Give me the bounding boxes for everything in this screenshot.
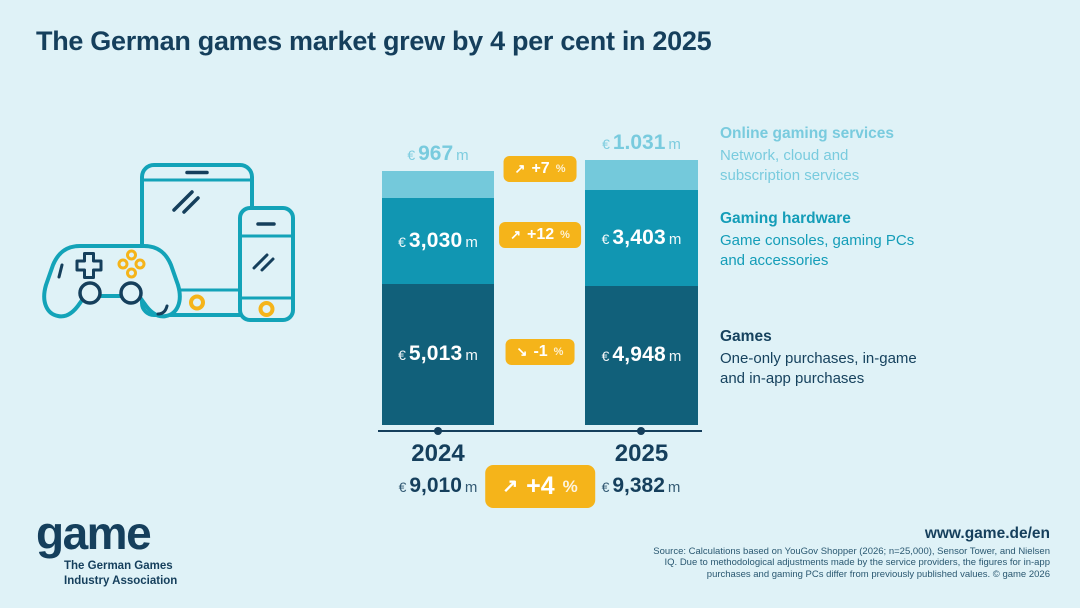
source-note: Source: Calculations based on YouGov Sho… [653,546,1050,580]
legend-title: Gaming hardware [720,210,851,227]
action-buttons-icon [117,249,146,279]
trend-up-icon: ↗ [510,227,521,242]
legend-item-online-gaming-services: Online gaming services Network, cloud an… [720,124,1060,186]
total-value-2024: €9,010 m [398,474,478,497]
x-axis-label-2024: 2024 [411,440,465,467]
legend-item-gaming-hardware: Gaming hardware Game consoles, gaming PC… [720,209,1060,271]
change-badge-gaming-hardware: ↗ +12% [499,222,581,248]
trend-up-icon: ↗ [514,161,526,176]
euro-sign: € [602,136,610,153]
trend-down-icon: ↘ [516,344,528,359]
game-controller-icon [42,244,182,319]
trend-up-icon: ↗ [502,476,519,497]
gaming-devices-illustration [42,163,295,322]
segment-online-2024 [382,170,494,199]
game-association-logo: game The German Games Industry Associati… [36,510,177,589]
legend-title: Games [720,328,772,345]
legend-description: Game consoles, gaming PCs and accessorie… [720,232,915,270]
segment-value: €5,013 m [398,342,478,366]
change-badge-games: ↘ -1% [505,339,575,365]
segment-value: €3,403 m [601,225,682,249]
segment-value: €4,948 m [601,343,682,367]
bar-2024-online-value: €967 m [407,141,469,165]
change-badge-online-gaming-services: ↗ +7% [503,156,577,182]
website-link[interactable]: www.game.de/en [924,525,1050,542]
bar-2024: €967 m €5,013 m €3,030 m [382,142,494,425]
euro-sign: € [407,146,416,163]
x-axis-line [378,430,702,432]
total-value-2025: €9,382 m [601,474,681,497]
total-change-badge: ↗ +4% [485,465,595,508]
legend-item-games: Games One-only purchases, in-game and in… [720,327,1060,389]
legend-description: One-only purchases, in-game and in-app p… [720,350,917,388]
dpad-icon [75,252,103,279]
segment-games-2025: €4,948 m [585,285,698,425]
segment-games-2024: €5,013 m [382,283,494,425]
axis-tick-dot-2024 [434,427,442,435]
legend-title: Online gaming services [720,125,895,142]
segment-value: €3,030 m [398,228,478,252]
thumbstick-icon [119,281,143,305]
segment-hardware-2024: €3,030 m [382,198,494,284]
bar-2025: €1.031 m €4,948 m €3,403 m [585,131,698,425]
segment-hardware-2025: €3,403 m [585,189,698,286]
x-axis-label-2025: 2025 [614,440,669,467]
segment-online-2025 [585,160,698,190]
bar-2025-online-value: €1.031 m [602,131,681,155]
thumbstick-icon [78,281,102,305]
legend-description: Network, cloud and subscription services [720,147,860,185]
page-title: The German games market grew by 4 per ce… [36,26,712,56]
smartphone-icon [238,206,295,322]
logo-wordmark: game [36,507,152,559]
logo-subtitle: The German Games Industry Association [64,560,178,587]
axis-tick-dot-2025 [637,427,645,435]
